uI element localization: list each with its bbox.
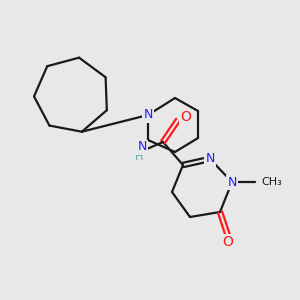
Text: N: N: [143, 109, 153, 122]
Text: H: H: [135, 152, 143, 162]
Text: N: N: [227, 176, 237, 188]
Text: O: O: [181, 110, 191, 124]
Text: N: N: [205, 152, 215, 166]
Text: N: N: [137, 140, 147, 154]
Text: CH₃: CH₃: [261, 177, 282, 187]
Text: O: O: [223, 235, 233, 249]
